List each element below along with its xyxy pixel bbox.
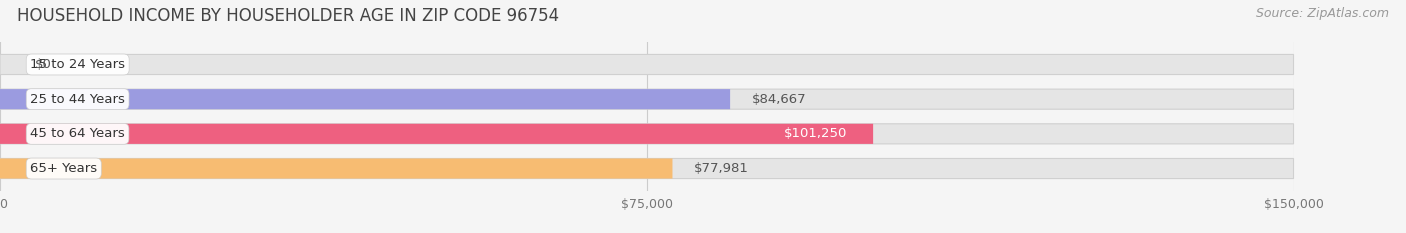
FancyBboxPatch shape: [0, 124, 873, 144]
FancyBboxPatch shape: [0, 158, 1294, 178]
Text: 45 to 64 Years: 45 to 64 Years: [30, 127, 125, 140]
FancyBboxPatch shape: [0, 89, 1294, 109]
FancyBboxPatch shape: [0, 89, 730, 109]
Text: 25 to 44 Years: 25 to 44 Years: [30, 93, 125, 106]
Text: 15 to 24 Years: 15 to 24 Years: [30, 58, 125, 71]
Text: 65+ Years: 65+ Years: [30, 162, 97, 175]
Text: $0: $0: [35, 58, 52, 71]
FancyBboxPatch shape: [0, 55, 1294, 75]
Text: Source: ZipAtlas.com: Source: ZipAtlas.com: [1256, 7, 1389, 20]
Text: $77,981: $77,981: [695, 162, 749, 175]
Text: HOUSEHOLD INCOME BY HOUSEHOLDER AGE IN ZIP CODE 96754: HOUSEHOLD INCOME BY HOUSEHOLDER AGE IN Z…: [17, 7, 560, 25]
FancyBboxPatch shape: [0, 124, 1294, 144]
Text: $101,250: $101,250: [785, 127, 848, 140]
FancyBboxPatch shape: [0, 158, 672, 178]
Text: $84,667: $84,667: [752, 93, 806, 106]
